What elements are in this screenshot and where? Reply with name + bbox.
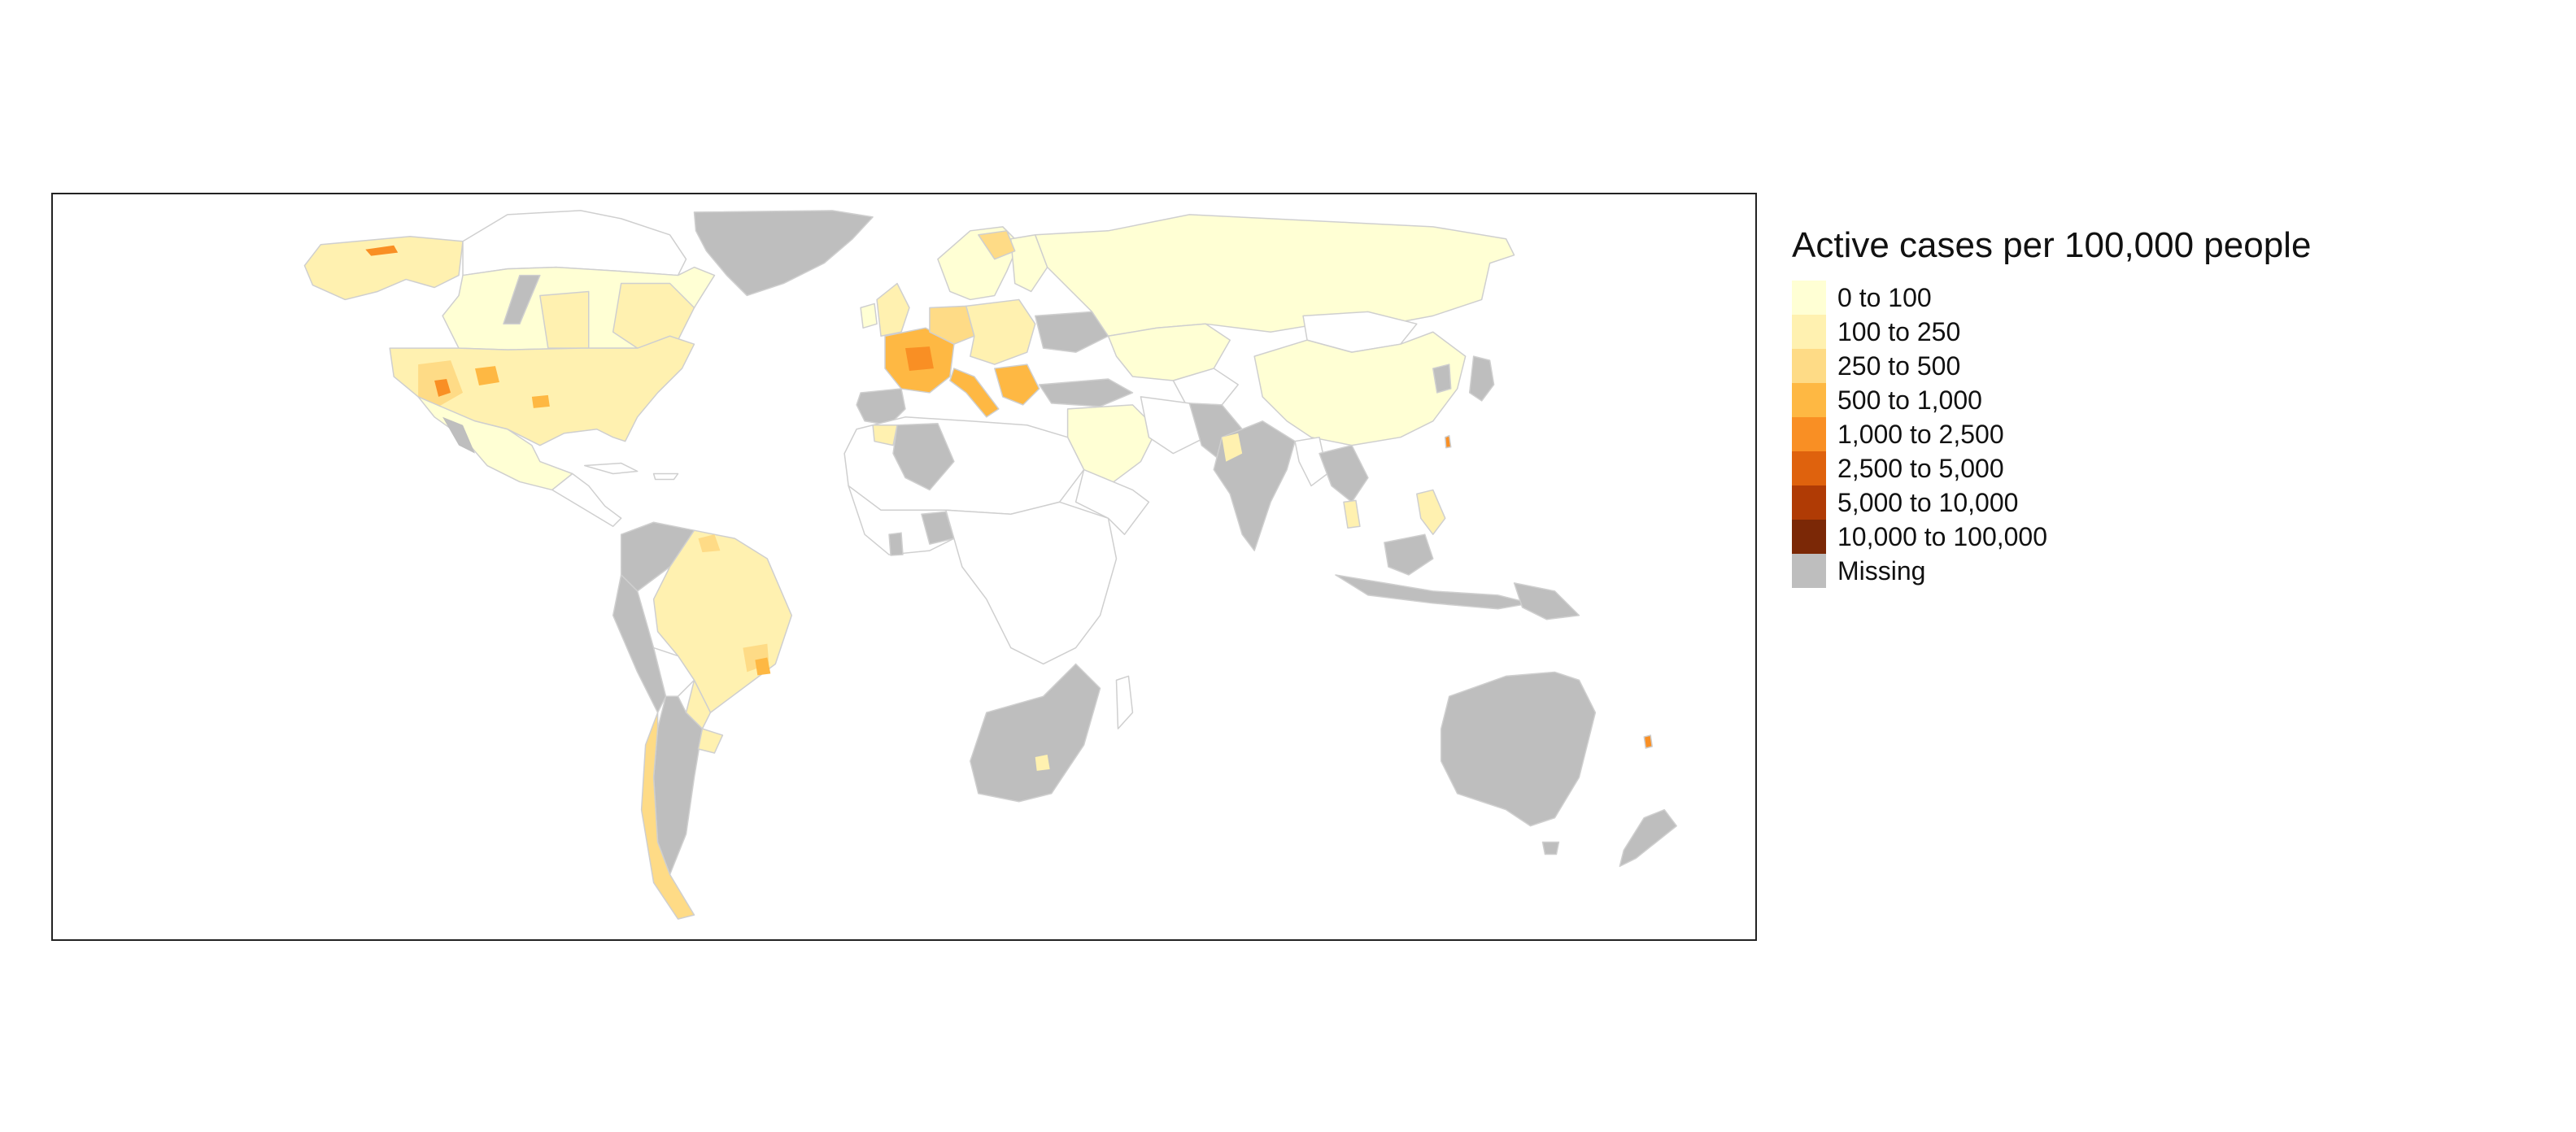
legend-item: 250 to 500 [1792, 349, 2311, 383]
region-peru-andes [612, 574, 667, 713]
legend-item: 500 to 1,000 [1792, 383, 2311, 417]
region-horn-of-africa [1074, 468, 1150, 535]
region-balkans [994, 364, 1040, 406]
region-borneo [1384, 533, 1434, 576]
country-shapes [303, 210, 1677, 920]
region-madagascar [1115, 675, 1134, 729]
legend-label: 250 to 500 [1837, 350, 1961, 381]
region-usa-hotspot-3 [531, 394, 550, 408]
legend-swatch [1792, 451, 1826, 485]
legend-label: 5,000 to 10,000 [1837, 487, 2019, 517]
legend-label: 2,500 to 5,000 [1837, 453, 2004, 483]
map-canvas [303, 210, 1677, 920]
region-alaska-hotspot [365, 245, 399, 256]
region-turkey [1038, 378, 1134, 407]
legend-label: 500 to 1,000 [1837, 385, 1982, 415]
region-algeria [892, 423, 955, 491]
region-myanmar [1294, 436, 1328, 487]
region-india-northwest [1222, 433, 1243, 462]
region-canada-north [462, 210, 687, 276]
legend-item: 10,000 to 100,000 [1792, 520, 2311, 554]
region-china [1253, 331, 1467, 446]
world-map [51, 193, 1757, 941]
region-eastern-europe [965, 298, 1036, 365]
legend-swatch [1792, 554, 1826, 588]
legend-label: 10,000 to 100,000 [1837, 521, 2048, 551]
region-canada-missing [503, 274, 541, 325]
region-germany [929, 305, 975, 345]
region-greenland [693, 210, 874, 297]
region-ghana [888, 532, 904, 556]
region-japan [1468, 355, 1495, 402]
region-central-africa [945, 501, 1118, 665]
region-usa-hotspot-2 [475, 366, 499, 385]
region-finland [1010, 234, 1048, 293]
region-central-asia [1172, 368, 1239, 406]
map-legend: Active cases per 100,000 people 0 to 100… [1792, 225, 2311, 588]
region-philippines [1416, 489, 1446, 535]
region-russia [1034, 214, 1515, 337]
region-brazil-north [698, 534, 721, 553]
legend-item: 2,500 to 5,000 [1792, 451, 2311, 485]
region-alaska [303, 236, 464, 301]
region-pacific-island [1643, 734, 1653, 749]
legend-item: Missing [1792, 554, 2311, 588]
region-canada-prairie [539, 290, 590, 349]
legend-swatch [1792, 383, 1826, 417]
region-italy [949, 368, 1000, 418]
region-korea [1432, 364, 1452, 394]
legend-label: 1,000 to 2,500 [1837, 419, 2004, 449]
region-southern-africa [970, 663, 1101, 803]
region-morocco [872, 424, 898, 446]
region-ukraine [1034, 311, 1109, 353]
region-uruguay [697, 728, 724, 754]
legend-swatch [1792, 520, 1826, 554]
region-south-africa-highlight [1035, 754, 1050, 771]
region-new-zealand [1619, 808, 1677, 868]
region-iran [1140, 396, 1207, 455]
legend-swatch [1792, 315, 1826, 349]
region-bolivia [652, 647, 695, 698]
legend-swatch [1792, 417, 1826, 451]
legend-swatch [1792, 349, 1826, 383]
region-ireland [860, 303, 878, 329]
region-chile [640, 712, 695, 920]
legend-label: 0 to 100 [1837, 282, 1932, 312]
legend-items: 0 to 100 100 to 250 250 to 500 500 to 1,… [1792, 281, 2311, 588]
region-australia [1440, 671, 1597, 827]
legend-item: 0 to 100 [1792, 281, 2311, 315]
region-mexico-missing [442, 416, 476, 454]
region-caribbean [584, 462, 679, 481]
region-brazil-hotspot [755, 657, 771, 676]
region-france-hotspot [904, 346, 934, 372]
region-russia-northwest [978, 230, 1016, 260]
legend-swatch [1792, 485, 1826, 520]
region-taiwan [1444, 434, 1452, 449]
legend-item: 5,000 to 10,000 [1792, 485, 2311, 520]
legend-label: 100 to 250 [1837, 316, 1961, 346]
region-argentina [652, 695, 704, 876]
region-thailand [1343, 499, 1361, 529]
region-uk [876, 282, 910, 337]
legend-item: 1,000 to 2,500 [1792, 417, 2311, 451]
legend-title: Active cases per 100,000 people [1792, 225, 2312, 265]
region-tasmania [1541, 841, 1560, 856]
region-usa-hotspot-1 [434, 379, 451, 397]
region-new-guinea [1513, 582, 1580, 620]
region-indonesia [1335, 574, 1532, 610]
region-central-america [551, 472, 622, 527]
region-indochina [1319, 444, 1369, 503]
legend-label: Missing [1837, 555, 1926, 586]
legend-item: 100 to 250 [1792, 315, 2311, 349]
legend-swatch [1792, 281, 1826, 315]
